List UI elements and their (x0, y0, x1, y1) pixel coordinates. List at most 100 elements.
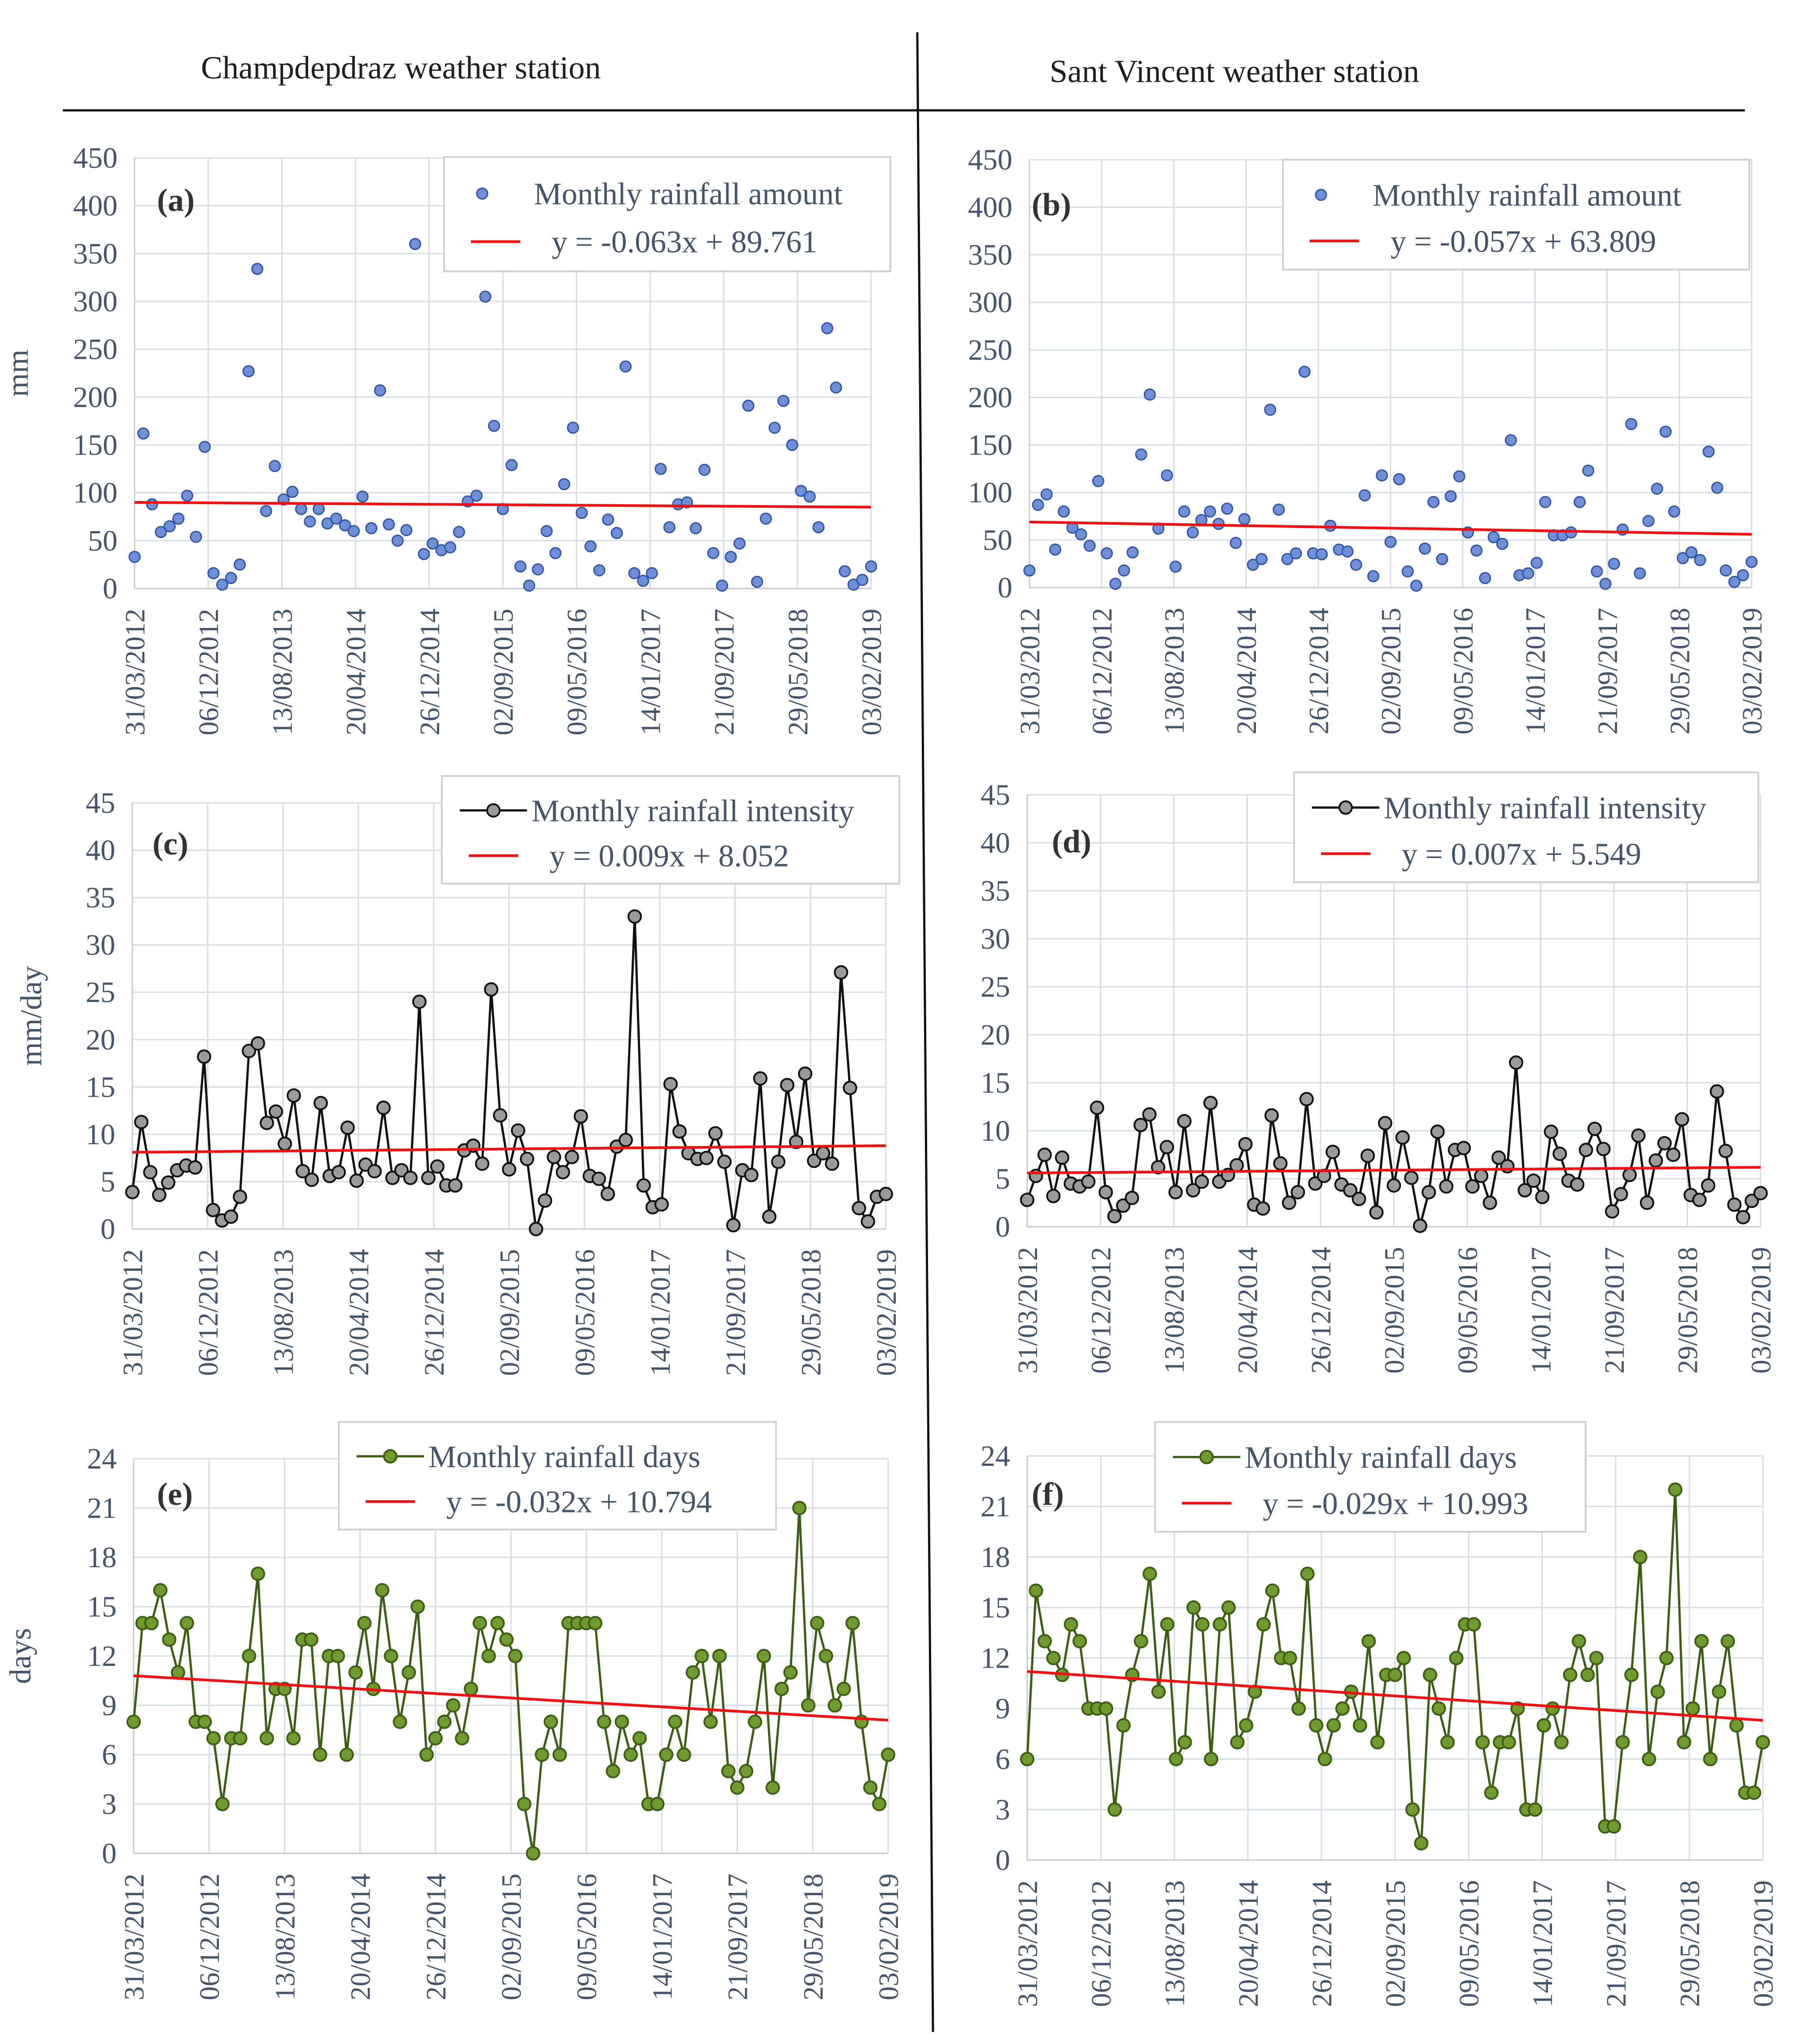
data-point (1526, 1173, 1541, 1188)
data-point (1178, 505, 1190, 518)
data-point (694, 1649, 709, 1663)
data-point (314, 1096, 328, 1111)
data-point (1720, 564, 1732, 577)
y-tick-label: 450 (73, 142, 118, 174)
x-tick-label: 31/03/2012 (1013, 1247, 1043, 1373)
data-point (259, 1731, 274, 1746)
data-point (367, 1164, 382, 1179)
x-tick-label: 03/02/2019 (872, 1249, 902, 1376)
legend-series-marker-icon (1315, 188, 1327, 201)
data-point (1727, 1197, 1742, 1212)
x-tick-label: 26/12/2014 (421, 1874, 452, 2000)
data-point (125, 1185, 139, 1199)
data-point (1238, 1137, 1253, 1151)
data-point (260, 505, 272, 517)
y-tick-label: 15 (981, 1067, 1010, 1099)
chart-f: 0 3 6 9 12 15 18 21 24 31/03/2012 06/12/2012 13/08/… (981, 1421, 1779, 2007)
data-point (1648, 1153, 1663, 1168)
x-tick-label: 14/01/2017 (645, 1249, 676, 1376)
data-point (1204, 505, 1216, 518)
data-point (538, 1193, 552, 1208)
data-point (356, 490, 369, 503)
legend-series-marker-icon (383, 1449, 397, 1464)
data-point (1221, 1600, 1236, 1615)
data-point (593, 564, 606, 576)
data-point (1020, 1752, 1034, 1766)
data-point (628, 909, 642, 924)
data-point (1599, 578, 1612, 590)
data-point (1410, 580, 1422, 592)
data-point (739, 1764, 754, 1778)
data-point (838, 565, 851, 578)
data-point (1142, 1566, 1157, 1581)
data-point (636, 1178, 651, 1193)
data-point (619, 1133, 633, 1147)
data-point (391, 534, 404, 547)
data-point (134, 1115, 148, 1129)
data-point (712, 1649, 727, 1663)
series-line (132, 1508, 889, 1854)
data-point (535, 1748, 549, 1762)
data-point (1142, 1107, 1157, 1122)
data-point (1554, 1735, 1569, 1750)
legend-series-label: Monthly rainfall days (1245, 1440, 1517, 1475)
data-point (1666, 1147, 1681, 1162)
data-point (242, 1649, 257, 1663)
data-point (1273, 503, 1285, 516)
legend-box (441, 775, 900, 885)
data-point (1186, 1600, 1201, 1615)
data-point (547, 1150, 561, 1164)
data-point (816, 1146, 830, 1161)
data-point (1046, 1651, 1061, 1665)
data-point (1064, 1617, 1078, 1632)
legend-box (338, 1421, 777, 1530)
data-point (453, 526, 465, 538)
data-point (1072, 1634, 1087, 1648)
y-tick-label: 250 (968, 334, 1012, 366)
x-tick-label: 06/12/2012 (1086, 1880, 1117, 2007)
data-point (1352, 1718, 1367, 1733)
data-point (181, 489, 193, 502)
data-point (1605, 1204, 1620, 1219)
data-point (798, 1066, 812, 1081)
data-point (1487, 531, 1500, 544)
data-point (1350, 558, 1362, 571)
data-point (1536, 1718, 1551, 1733)
chart-d: 0 5 10 15 20 25 30 35 40 45 31/03/2012 06/12/2012 13… (981, 771, 1777, 1373)
x-tick-label: 29/05/2018 (783, 609, 814, 735)
data-point (676, 1748, 691, 1762)
data-point (721, 1764, 736, 1778)
data-point (446, 1698, 461, 1713)
data-point (163, 520, 176, 532)
data-point (863, 1780, 878, 1795)
y-tick-label: 300 (968, 286, 1012, 319)
data-point (190, 531, 202, 543)
data-point (780, 1078, 794, 1093)
data-point (1290, 547, 1302, 560)
data-point (470, 489, 483, 502)
data-point (1351, 1191, 1366, 1206)
x-tick-label: 21/09/2017 (721, 1249, 751, 1376)
data-point (768, 422, 781, 434)
data-point (556, 1165, 570, 1180)
data-point (529, 1222, 543, 1236)
data-point (383, 518, 395, 531)
y-tick-label: 40 (86, 834, 115, 867)
y-tick-label: 0 (995, 1211, 1010, 1243)
data-point (1282, 1651, 1297, 1665)
data-point (843, 1081, 857, 1095)
data-point (376, 1100, 391, 1115)
data-point (807, 1154, 821, 1168)
y-tick-label: 24 (981, 1440, 1010, 1473)
header-right-title: Sant Vincent weather station (1050, 53, 1420, 89)
data-point (1650, 1684, 1665, 1699)
data-point (1517, 1183, 1532, 1198)
data-point (233, 1190, 247, 1204)
trend-line (134, 501, 872, 509)
x-tick-label: 02/09/2015 (488, 609, 519, 735)
x-tick-label: 06/12/2012 (193, 1249, 224, 1376)
data-point (632, 1731, 647, 1746)
panel-label: (a) (157, 182, 195, 218)
data-point (472, 1616, 487, 1630)
data-point (144, 1616, 159, 1630)
